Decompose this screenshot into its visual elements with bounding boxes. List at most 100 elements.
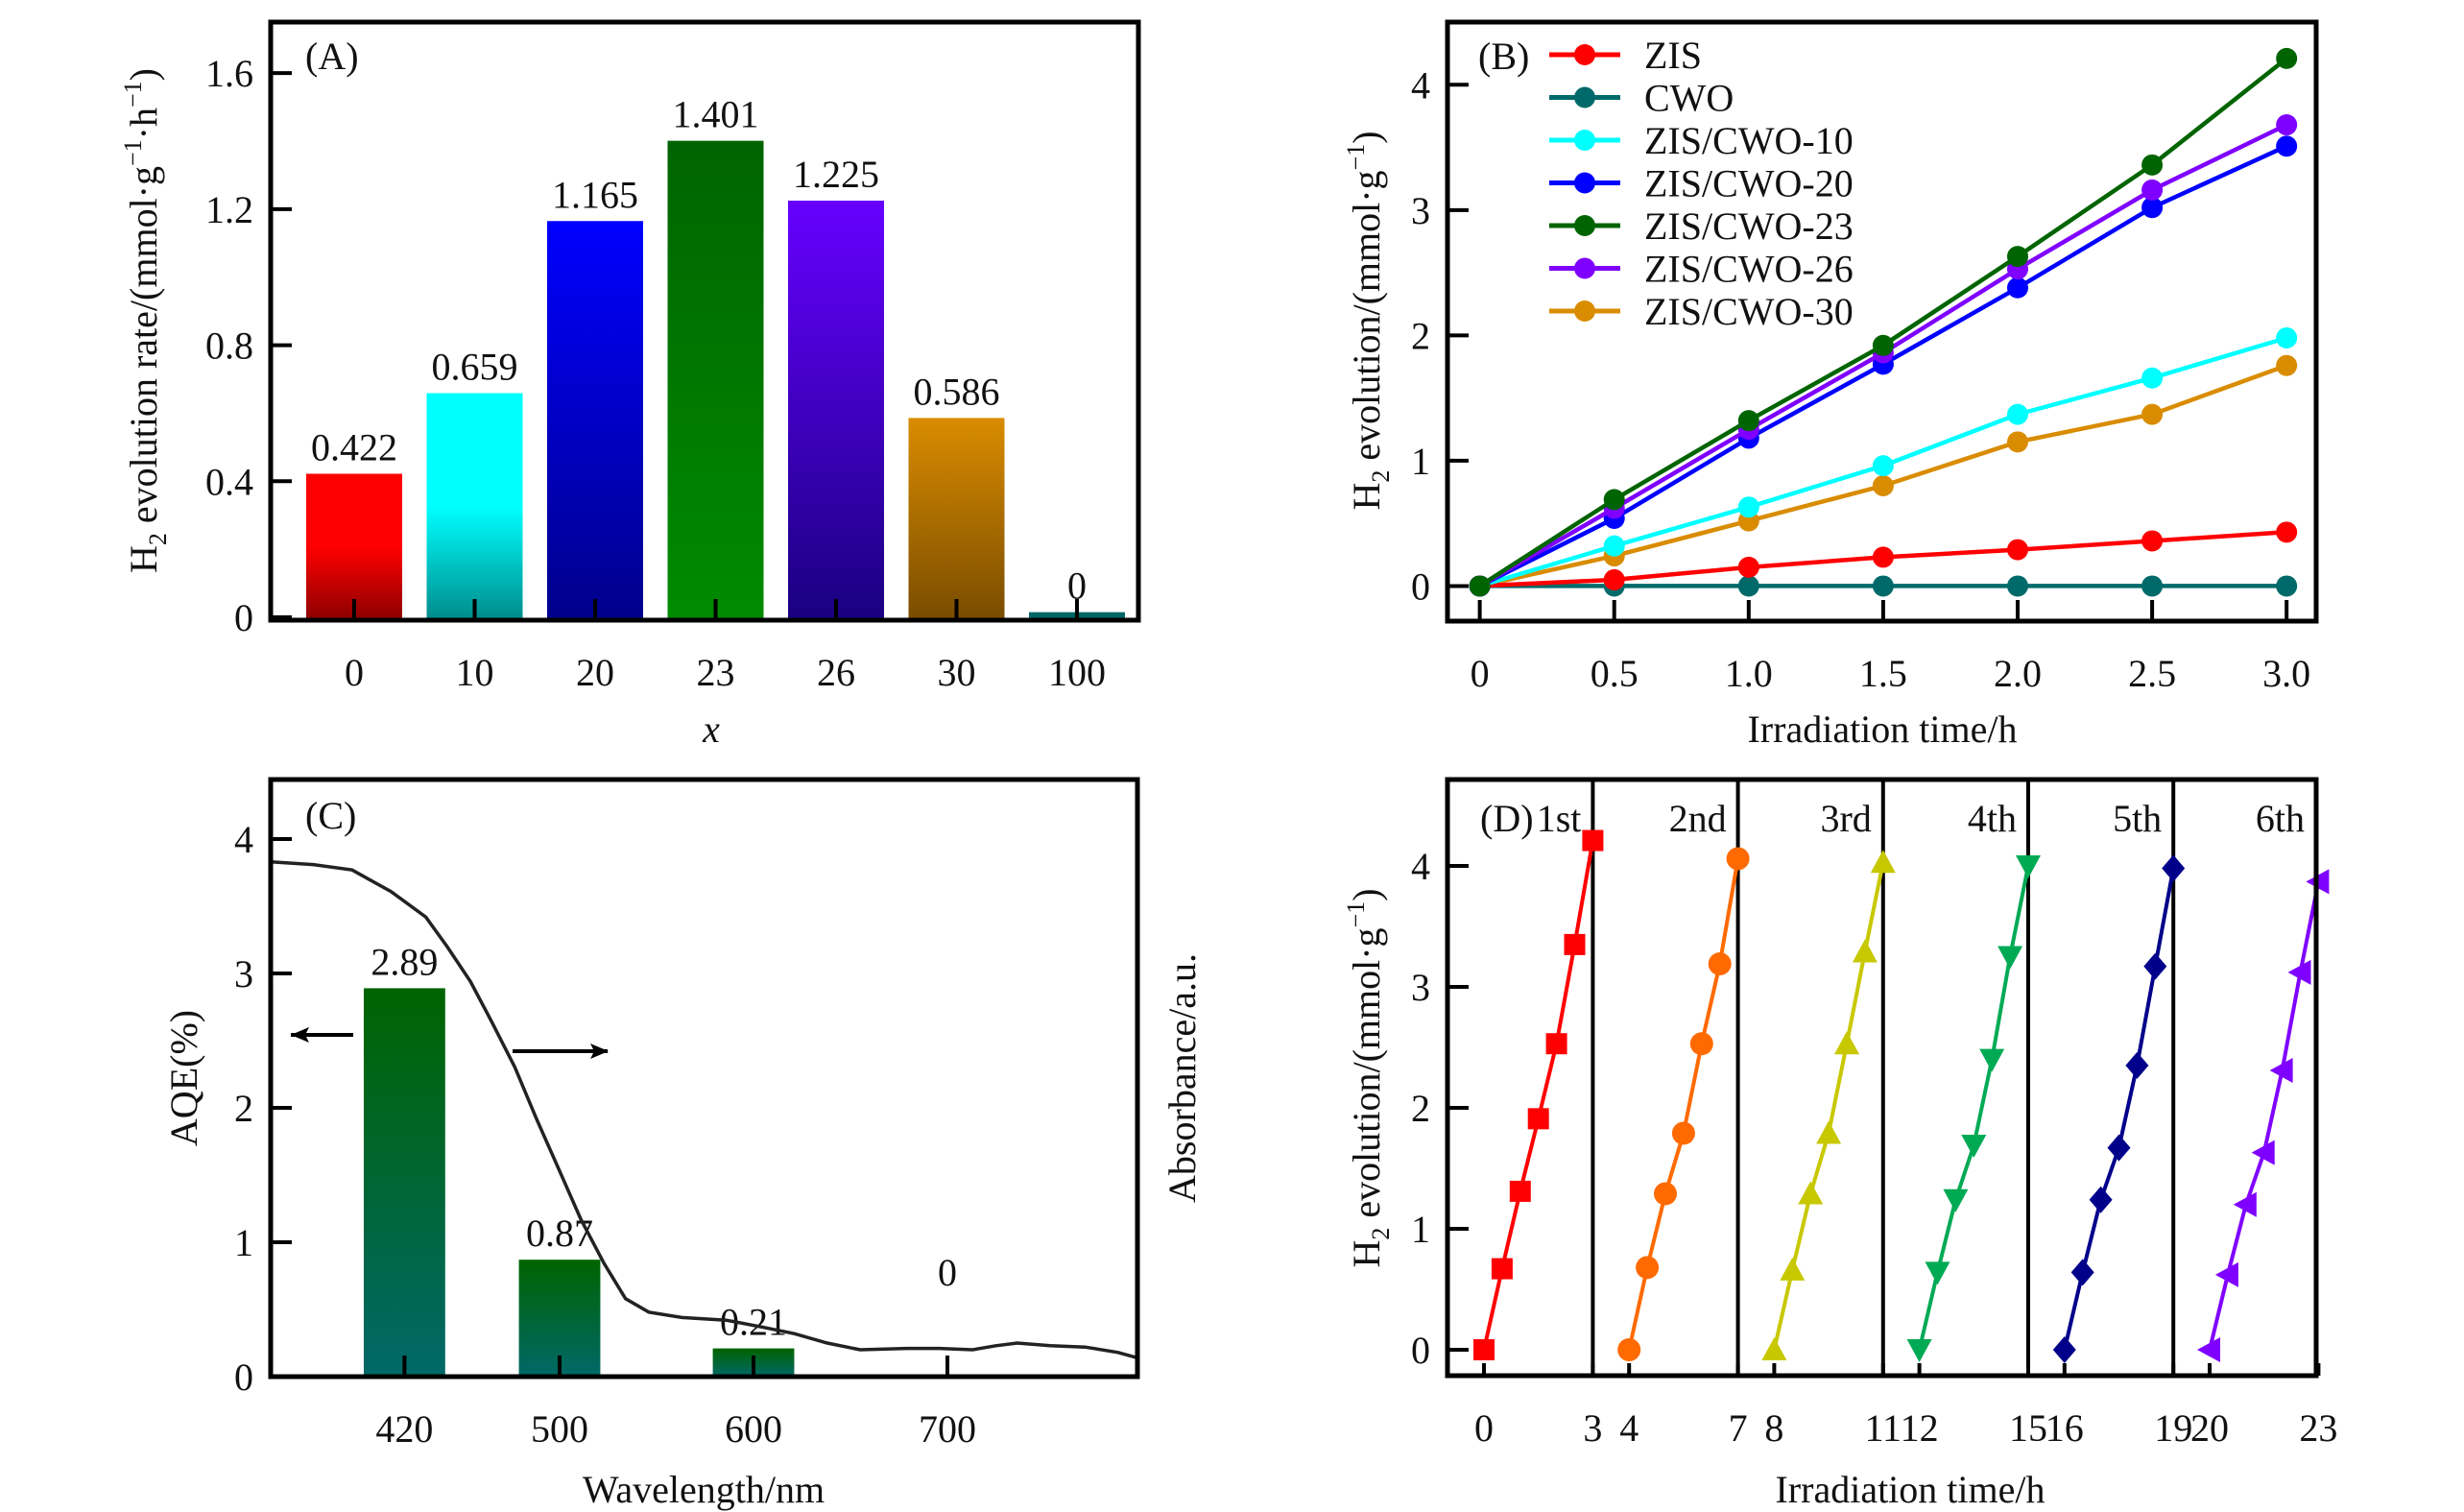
panel-d-xtick-label: 11 (1865, 1406, 1902, 1450)
data-point-circle (1708, 952, 1732, 976)
right-arrow-icon (513, 1044, 609, 1059)
panel-d-xtick-label: 16 (2045, 1406, 2084, 1450)
bar-value-label: 1.165 (552, 173, 638, 216)
series-line (1478, 57, 2288, 588)
panel-c-ytick-label: 3 (234, 952, 253, 996)
legend-item: ZIS/CWO-23 (1549, 204, 1854, 248)
data-point (2276, 135, 2298, 157)
ylabel-sub: 2 (1367, 470, 1395, 483)
panel-b-label: (B) (1478, 35, 1529, 78)
panel-c-ylabel: AQE(%) (162, 1010, 205, 1146)
data-point-square (1473, 1339, 1495, 1360)
bar-x-10 (426, 393, 523, 620)
panel-c-xtick-label: 500 (531, 1407, 588, 1451)
data-point-diamond (2052, 1336, 2076, 1363)
data-point (1737, 575, 1759, 597)
panel-c-label: (C) (305, 794, 356, 837)
legend-item: ZIS/CWO-10 (1549, 119, 1854, 162)
bar-value-label: 0.422 (311, 425, 397, 468)
data-point-diamond (2107, 1134, 2131, 1162)
panel-d-frame (1445, 777, 2319, 1379)
data-point-square (1564, 933, 1586, 955)
legend-marker-icon (1574, 215, 1595, 236)
panel-c-ytick-label: 4 (234, 818, 253, 861)
bar-x-0 (306, 473, 402, 620)
data-point-diamond (2162, 854, 2186, 882)
cycle-label: 2nd (1669, 797, 1727, 840)
cycle-5th (2052, 854, 2186, 1363)
panel-b-xtick-label: 3.0 (2262, 652, 2310, 695)
panel-a-ticks: 0 0.4 0.8 1.2 1.6 0 10 20 23 26 30 100 (205, 52, 1106, 694)
panel-d-ylabel: H2 evolution/(mmol·g−1) (1342, 888, 1395, 1267)
panel-a: 0.422 0.659 1.165 1.401 1.225 0.586 0 0 0.4 0.8 1… (119, 19, 1141, 751)
ylabel-h: H (1345, 1240, 1388, 1268)
panel-a-xtick-label: 0 (345, 651, 364, 694)
data-point (1872, 546, 1894, 568)
data-point-triangle-up (1870, 850, 1896, 874)
bar-value-label: 0.659 (432, 346, 518, 389)
panel-d-ytick-label: 1 (1411, 1208, 1430, 1251)
data-point (2276, 47, 2298, 69)
data-point-triangle-down (1998, 946, 2023, 970)
bar-value-label: 0 (938, 1251, 957, 1294)
data-point (2141, 367, 2164, 389)
panel-c-ytick-label: 2 (234, 1087, 253, 1130)
ylabel-sup: −1 (119, 139, 147, 166)
data-point (2006, 276, 2028, 299)
panel-b-ytick-label: 4 (1411, 63, 1430, 107)
panel-b-ytick-label: 1 (1411, 440, 1430, 483)
bar-420nm (363, 988, 445, 1377)
data-point (1603, 535, 1625, 557)
panel-b-xtick-label: 0.5 (1591, 652, 1639, 695)
panel-c-bars: 2.890.870.210 (363, 940, 957, 1377)
data-point (2141, 403, 2164, 425)
data-point-triangle-up (1780, 1257, 1806, 1281)
panel-c-xtick-label: 600 (725, 1407, 782, 1451)
panel-d-ytick-label: 2 (1411, 1087, 1430, 1130)
bar-x-23 (667, 140, 764, 620)
panel-c-xlabel: Wavelength/nm (583, 1468, 825, 1511)
bar-value-label: 0 (1067, 564, 1087, 608)
panel-a-bars: 0.422 0.659 1.165 1.401 1.225 0.586 0 (306, 93, 1125, 620)
panel-a-ytick-label: 1.2 (205, 188, 253, 231)
cycle-label: 6th (2256, 797, 2305, 840)
panel-b-ticks: 0 1 2 3 4 0 0.5 1.0 1.5 2.0 2.5 3.0 (1411, 63, 2310, 695)
legend-marker-icon (1574, 257, 1595, 279)
panel-b-xtick-label: 0 (1471, 652, 1490, 695)
data-point (1872, 334, 1894, 356)
panel-b-ylabel: H2 evolution/(mmol·g−1) (1342, 131, 1395, 510)
bar-value-label: 0.586 (914, 370, 1000, 413)
data-point-triangle-down (2016, 855, 2041, 878)
panel-c-xtick-label: 700 (919, 1407, 976, 1451)
legend-marker-icon (1574, 44, 1595, 65)
panel-a-xtick-label: 26 (817, 651, 855, 694)
panel-a-ylabel: H2 evolution rate/(mmol·g−1·h−1) (119, 68, 172, 573)
legend-label: ZIS (1644, 34, 1702, 77)
cycle-label: 4th (1968, 797, 2017, 840)
cycle-label: 5th (2113, 797, 2162, 840)
bar-value-label: 0.87 (526, 1212, 593, 1255)
data-point (2141, 179, 2164, 201)
data-point-triangle-up (1798, 1181, 1824, 1205)
data-point (2276, 326, 2298, 348)
legend-label: ZIS/CWO-26 (1644, 248, 1854, 291)
data-point-diamond (2143, 952, 2167, 980)
data-point-triangle-up (1761, 1337, 1787, 1360)
data-point (2141, 197, 2164, 219)
panel-a-xtick-label: 30 (938, 651, 976, 694)
data-point-triangle-down (1943, 1188, 1969, 1212)
data-point (1737, 556, 1759, 578)
ylabel-rest: evolution rate/(mmol·g (122, 166, 165, 533)
data-point (1872, 455, 1894, 477)
panel-b-ytick-label: 3 (1411, 189, 1430, 232)
data-point-diamond (2089, 1186, 2113, 1213)
panel-d-xtick-label: 23 (2299, 1406, 2337, 1450)
legend-item: CWO (1549, 77, 1734, 120)
bar-x-26 (788, 201, 884, 620)
data-point (1469, 575, 1491, 597)
ylabel-h: H (122, 545, 165, 573)
data-point-triangle-left (2214, 1261, 2238, 1287)
data-point-triangle-left (2287, 959, 2311, 985)
panel-d-xtick-label: 0 (1474, 1406, 1494, 1450)
